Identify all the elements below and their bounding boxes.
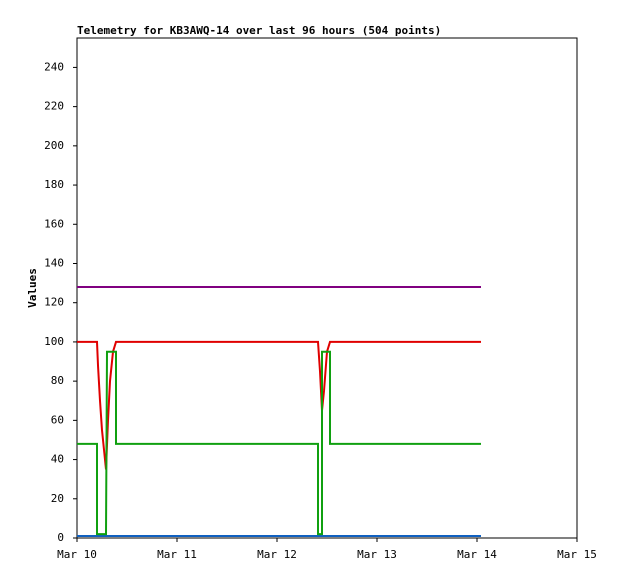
y-tick-label: 0 [57, 531, 64, 544]
y-tick-label: 60 [51, 413, 64, 426]
series-line [77, 350, 481, 536]
chart-title: Telemetry for KB3AWQ-14 over last 96 hou… [77, 24, 441, 37]
y-tick-label: 160 [44, 217, 64, 230]
y-tick-label: 100 [44, 335, 64, 348]
series-line [77, 340, 481, 470]
x-tick-label: Mar 10 [57, 548, 97, 561]
y-tick-label: 220 [44, 100, 64, 113]
y-tick-label: 180 [44, 178, 64, 191]
y-tick-label: 140 [44, 256, 64, 269]
y-tick-label: 200 [44, 139, 64, 152]
x-tick-label: Mar 15 [557, 548, 597, 561]
y-tick-label: 40 [51, 453, 64, 466]
y-tick-label: 240 [44, 60, 64, 73]
x-tick-label: Mar 12 [257, 548, 297, 561]
y-tick-label: 120 [44, 296, 64, 309]
x-tick-label: Mar 13 [357, 548, 397, 561]
y-axis-label: Values [26, 268, 39, 308]
x-tick-label: Mar 11 [157, 548, 197, 561]
y-tick-label: 20 [51, 492, 64, 505]
y-tick-label: 80 [51, 374, 64, 387]
x-tick-label: Mar 14 [457, 548, 497, 561]
